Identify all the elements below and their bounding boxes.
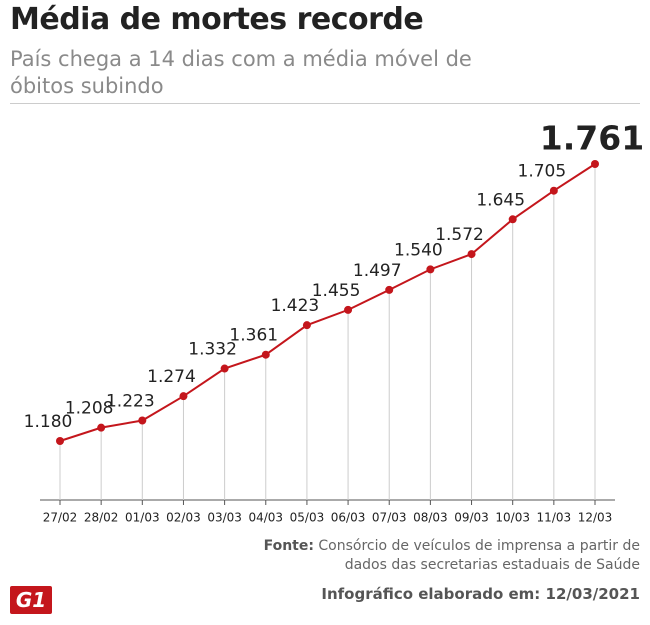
x-tick-label: 02/03 xyxy=(166,511,201,525)
point xyxy=(426,265,435,274)
value-label: 1.423 xyxy=(271,296,320,316)
x-tick-label: 27/02 xyxy=(43,511,78,525)
source-label: Fonte: xyxy=(263,538,314,554)
value-label: 1.274 xyxy=(147,367,196,387)
value-label: 1.645 xyxy=(476,190,525,210)
point xyxy=(467,250,476,259)
value-label: 1.455 xyxy=(312,281,361,301)
x-tick-label: 06/03 xyxy=(331,511,366,525)
subtitle: País chega a 14 dias com a média móvel d… xyxy=(10,47,472,98)
x-tick-label: 04/03 xyxy=(248,511,283,525)
x-tick-label: 09/03 xyxy=(454,511,489,525)
value-label: 1.361 xyxy=(229,326,278,346)
source: Fonte: Consórcio de veículos de imprensa… xyxy=(240,537,640,575)
x-tick-label: 11/03 xyxy=(537,511,572,525)
value-label: 1.208 xyxy=(65,399,114,419)
x-tick-label: 12/03 xyxy=(578,511,613,525)
point xyxy=(138,416,147,425)
value-label: 1.332 xyxy=(188,340,237,360)
x-tick-label: 07/03 xyxy=(372,511,407,525)
line xyxy=(59,163,596,442)
value-label: 1.540 xyxy=(394,240,443,260)
point xyxy=(508,215,517,224)
point xyxy=(385,285,394,294)
value-label: 1.705 xyxy=(518,162,567,182)
x-tick-label: 10/03 xyxy=(495,511,530,525)
title: Média de mortes recorde xyxy=(10,2,424,37)
point xyxy=(97,423,106,432)
point xyxy=(220,364,229,373)
value-label: 1.180 xyxy=(24,412,73,432)
point xyxy=(261,350,270,359)
point xyxy=(302,321,311,330)
point xyxy=(344,305,353,314)
logo: G1 xyxy=(10,586,52,614)
point xyxy=(179,392,188,401)
source-text: Consórcio de veículos de imprensa a part… xyxy=(318,538,640,573)
point xyxy=(591,160,599,168)
value-label: 1.572 xyxy=(435,225,484,245)
footer: Infográfico elaborado em: 12/03/2021 xyxy=(321,585,640,603)
x-tick-label: 03/03 xyxy=(207,511,242,525)
value-label: 1.497 xyxy=(353,261,402,281)
divider xyxy=(10,103,640,104)
point xyxy=(56,437,64,445)
x-tick-label: 05/03 xyxy=(290,511,325,525)
value-label: 1.223 xyxy=(106,391,155,411)
x-tick-label: 08/03 xyxy=(413,511,448,525)
x-tick-label: 01/03 xyxy=(125,511,160,525)
point xyxy=(549,186,558,195)
value-label: 1.761 xyxy=(540,119,644,158)
x-tick-label: 28/02 xyxy=(84,511,119,525)
